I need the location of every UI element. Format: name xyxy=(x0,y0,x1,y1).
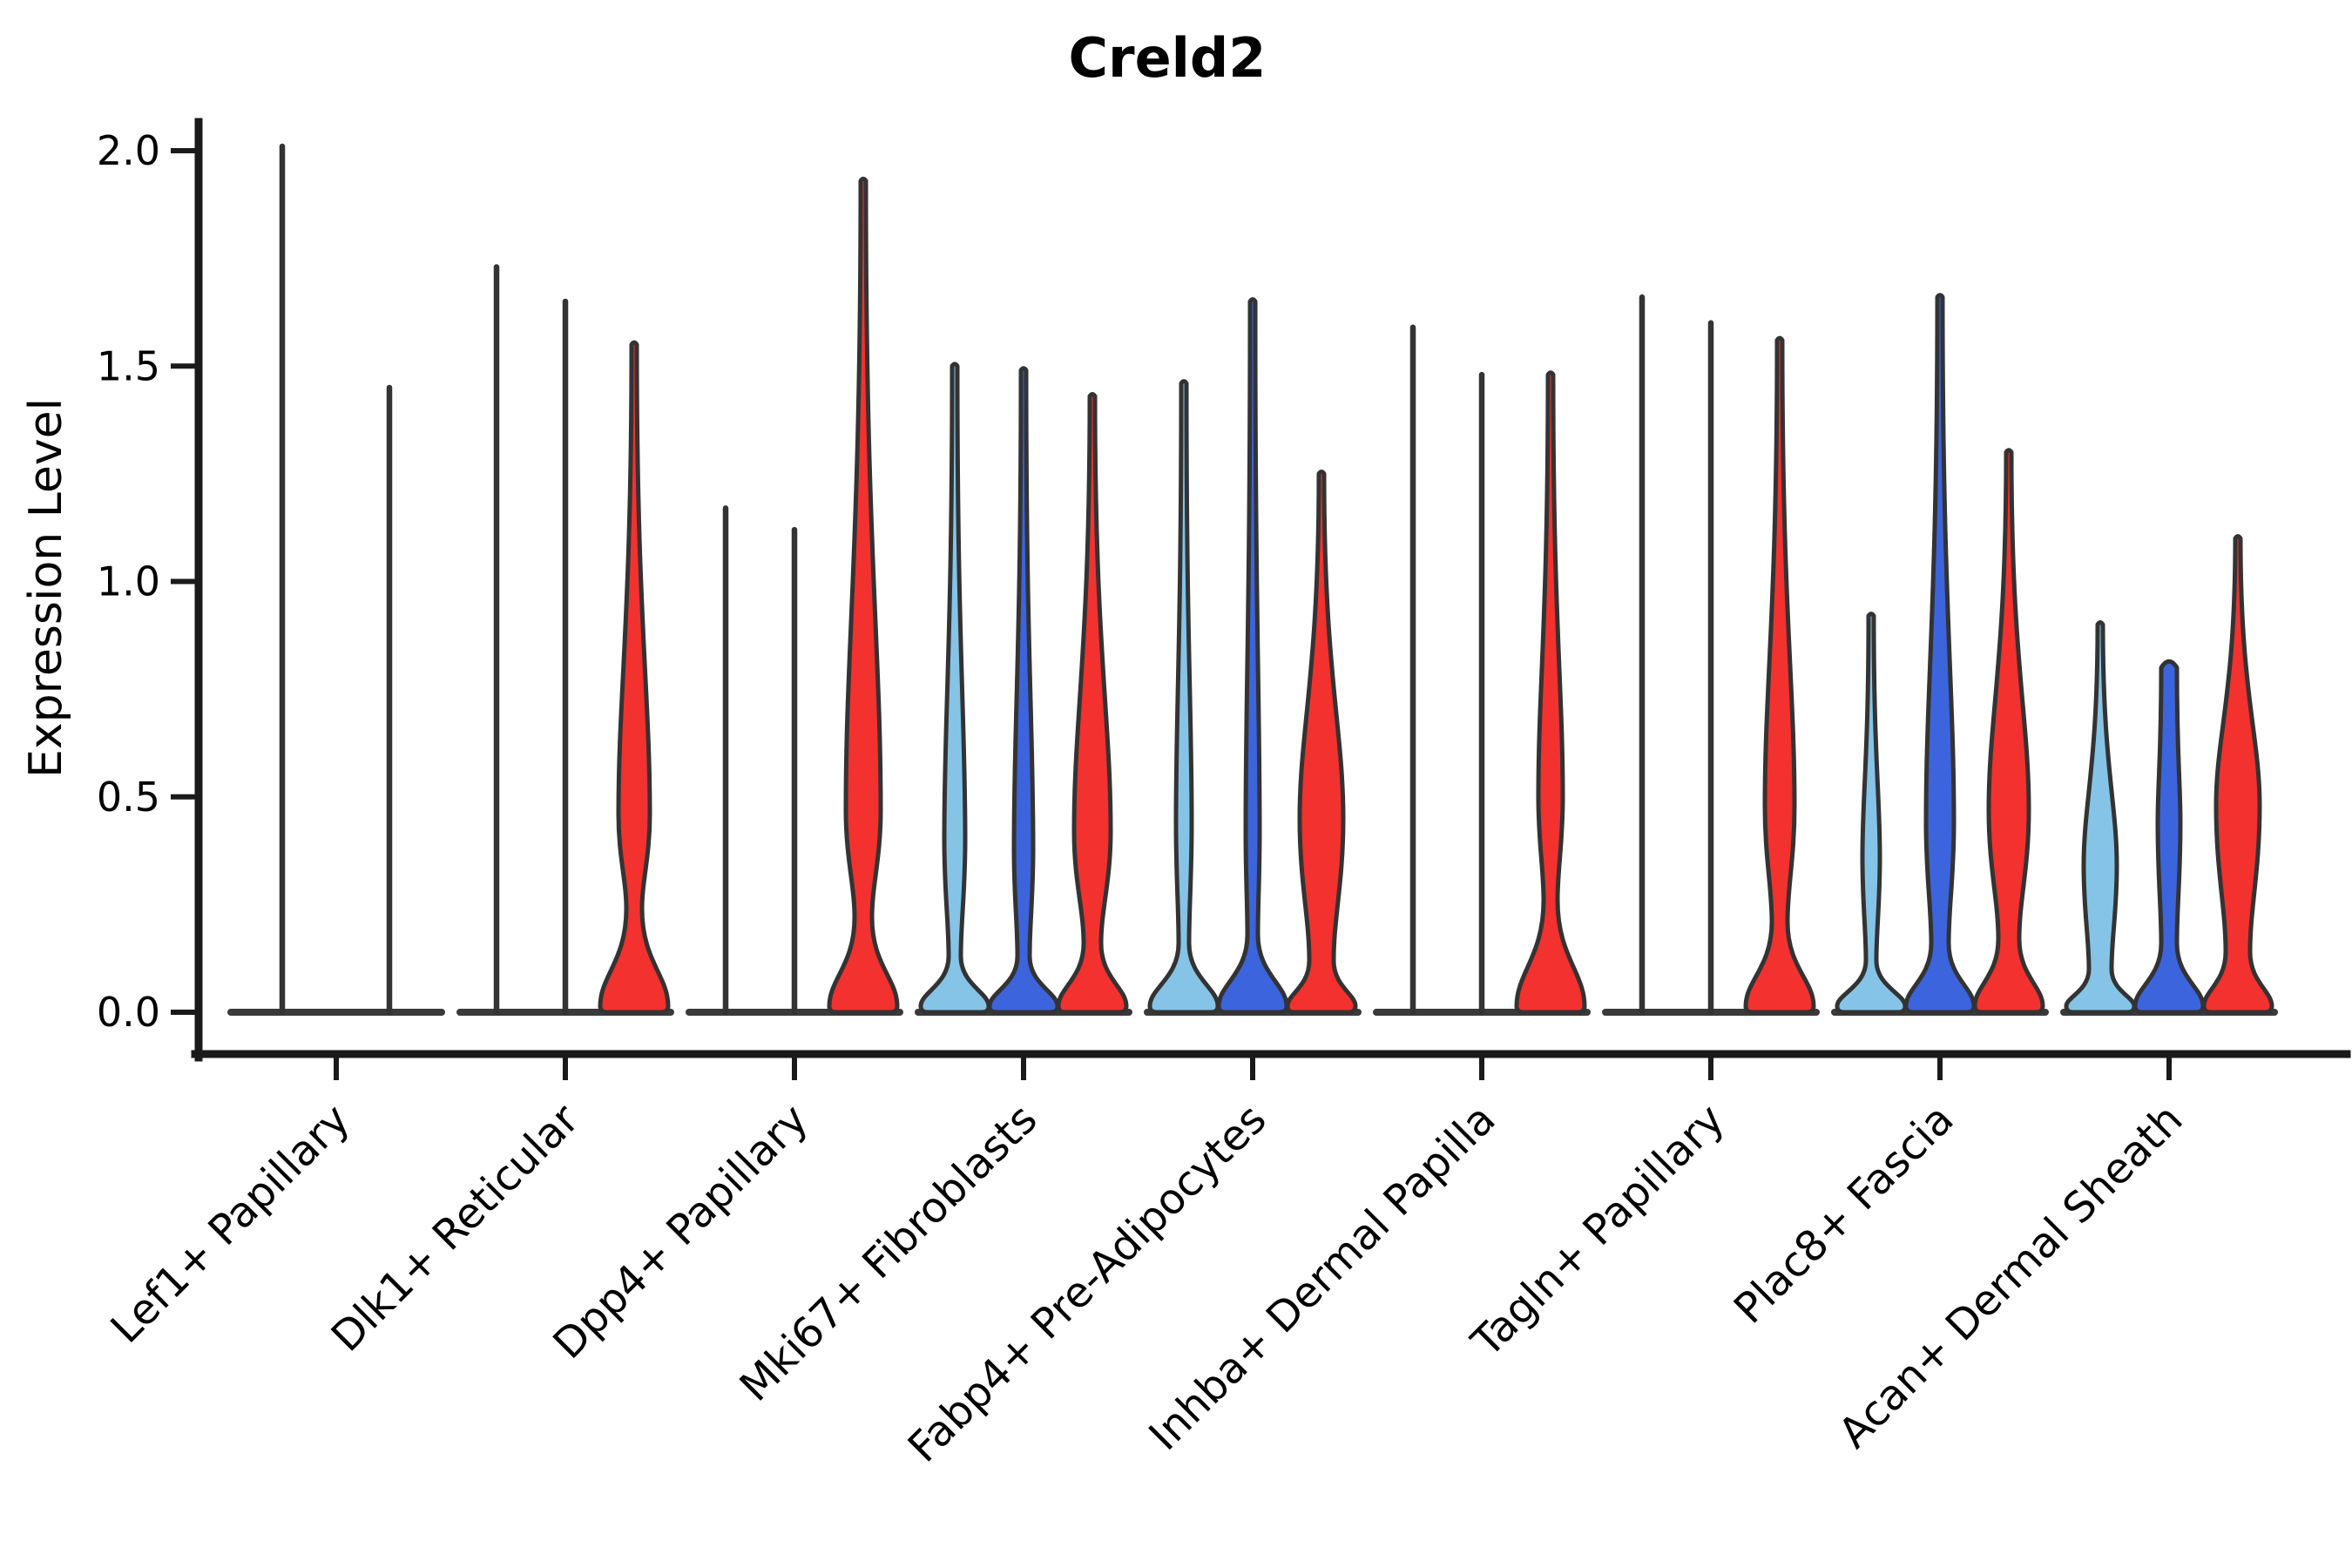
y-axis-label: Expression Level xyxy=(20,398,72,778)
violin-red xyxy=(1056,392,1129,1015)
violin-red xyxy=(1743,335,1816,1015)
violin-royalblue xyxy=(1216,297,1289,1015)
violin-skyblue xyxy=(2064,620,2137,1015)
y-axis-ticks: 0.0 0.5 1.0 1.5 2.0 xyxy=(97,127,199,1036)
violin-red xyxy=(598,340,671,1015)
y-tick-label: 0.0 xyxy=(97,989,160,1036)
violin-series xyxy=(227,143,2278,1016)
violin-skyblue xyxy=(918,362,991,1015)
violin-group xyxy=(686,176,903,1016)
violin-group xyxy=(1144,297,1362,1016)
violin-group xyxy=(456,264,674,1016)
x-tick-label: Dpp4+ Papillary xyxy=(544,1095,817,1369)
violin-royalblue xyxy=(1903,293,1977,1015)
violin-skyblue xyxy=(1147,379,1220,1015)
violin-skyblue xyxy=(1835,612,1908,1015)
x-tick-label: Plac8+ Fascia xyxy=(1725,1095,1963,1334)
axes-spines xyxy=(191,118,2351,1062)
violin-group xyxy=(2060,534,2278,1016)
x-tick-label: Lef1+ Papillary xyxy=(102,1095,360,1353)
violin-royalblue xyxy=(2132,659,2206,1015)
violin-red xyxy=(1972,448,2045,1015)
y-tick-label: 2.0 xyxy=(97,127,160,174)
y-tick-label: 1.0 xyxy=(97,558,160,605)
violin-group xyxy=(915,362,1132,1016)
y-tick-label: 1.5 xyxy=(97,342,160,389)
violin-red xyxy=(2201,534,2274,1015)
y-tick-label: 0.5 xyxy=(97,774,160,821)
violin-group xyxy=(227,143,445,1016)
violin-group xyxy=(1602,294,1820,1016)
violin-group xyxy=(1373,324,1591,1016)
x-tick-label: Tagln+ Papillary xyxy=(1462,1095,1734,1367)
violin-red xyxy=(827,176,900,1015)
violin-royalblue xyxy=(987,366,1060,1015)
violin-red xyxy=(1285,470,1358,1015)
violin-red xyxy=(1514,370,1587,1015)
violin-group xyxy=(1831,293,2049,1016)
x-tick-label: Dlk1+ Reticular xyxy=(322,1095,589,1362)
chart-title: Creld2 xyxy=(1069,26,1267,90)
